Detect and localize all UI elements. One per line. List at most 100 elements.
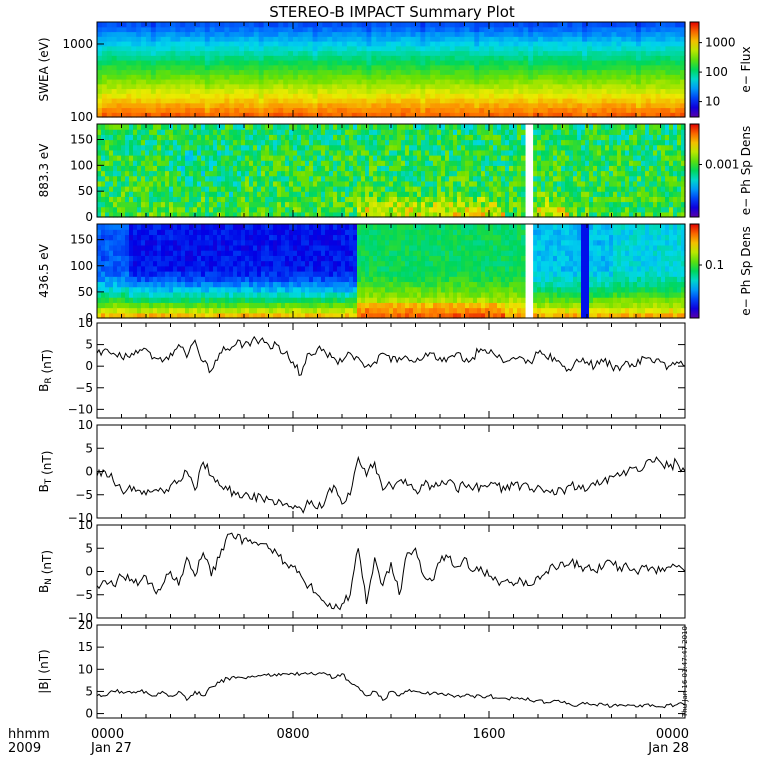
swea-cell [552, 107, 559, 113]
swea-cell [645, 45, 652, 52]
pad883-cell [493, 155, 498, 161]
swea-cell [381, 31, 387, 37]
pad883-cell [161, 180, 166, 187]
swea-cell [660, 88, 666, 94]
pad883-cell [617, 211, 622, 218]
swea-cell [342, 88, 348, 94]
swea-cell [175, 88, 181, 94]
pad883-cell [469, 206, 474, 213]
pad883-cell [169, 180, 174, 187]
swea-cell [518, 93, 524, 99]
swea-cell [489, 102, 495, 109]
swea-cell [136, 60, 142, 66]
pad883-cell [217, 134, 222, 141]
swea-cell [582, 112, 588, 118]
swea-cell [180, 22, 186, 28]
swea-cell [591, 55, 598, 61]
swea-cell [185, 79, 191, 85]
pad883-cell [477, 191, 482, 197]
swea-cell [297, 102, 304, 109]
swea-cell [224, 93, 230, 99]
swea-cell [640, 60, 647, 66]
pad883-cell [337, 155, 342, 161]
pad883-cell [201, 206, 206, 213]
pad883-cell [445, 149, 450, 156]
swea-cell [322, 88, 328, 94]
pad883-cell [121, 139, 126, 146]
pad883-cell [149, 180, 154, 187]
swea-cell [121, 83, 127, 90]
swea-cell [346, 79, 353, 85]
swea-cell [381, 79, 387, 85]
swea-cell [562, 83, 568, 90]
pad883-cell [197, 134, 202, 141]
swea-cell [288, 31, 294, 37]
swea-cell [278, 26, 284, 33]
swea-cell [601, 88, 608, 94]
pad883-cell [369, 149, 374, 156]
pad883-cell [365, 134, 370, 141]
swea-cell [503, 88, 510, 94]
pad883-cell [113, 160, 118, 166]
swea-cell [121, 69, 127, 75]
swea-cell [611, 93, 617, 99]
pad883-cell [225, 129, 230, 135]
pad883-cell [457, 155, 462, 161]
swea-cell [116, 36, 123, 42]
pad883-cell [433, 191, 438, 197]
pad883-cell [321, 170, 326, 177]
pad883-cell [337, 206, 342, 213]
swea-cell [195, 64, 201, 71]
swea-cell [361, 60, 368, 66]
pad883-cell [593, 155, 598, 161]
swea-cell [655, 22, 662, 28]
pad883-cell [601, 186, 606, 192]
swea-cell [474, 107, 480, 113]
swea-cell [508, 31, 515, 37]
pad883-cell [161, 186, 166, 192]
pad883-cell [429, 139, 434, 146]
swea-cell [263, 107, 270, 113]
pad883-cell [329, 124, 334, 130]
pad883-cell [385, 196, 390, 203]
pad883-cell [205, 175, 210, 182]
swea-cell [263, 69, 270, 75]
swea-cell [97, 98, 103, 104]
swea-cell [636, 26, 642, 33]
pad883-cell [441, 129, 446, 135]
swea-cell [371, 31, 377, 37]
pad883-cell [633, 129, 638, 135]
pad883-cell [293, 124, 298, 130]
pad883-cell [141, 211, 146, 218]
pad883-cell [629, 155, 634, 161]
pad883-cell [581, 160, 586, 166]
pad883-cell [653, 186, 658, 192]
swea-cell [557, 60, 564, 66]
swea-cell [204, 50, 211, 56]
swea-cell [175, 60, 181, 66]
swea-cell [141, 112, 147, 118]
pad883-cell [333, 129, 338, 135]
pad883-cell [425, 155, 430, 161]
pad883-cell [477, 211, 482, 218]
swea-cell [582, 45, 588, 52]
pad883-cell [393, 206, 398, 213]
swea-cell [606, 45, 613, 52]
swea-cell [302, 88, 309, 94]
swea-cell [391, 55, 397, 61]
pad883-cell [133, 144, 138, 151]
pad883-cell [201, 180, 206, 187]
swea-cell [356, 45, 363, 52]
swea-cell [410, 36, 417, 42]
pad883-cell [221, 211, 226, 218]
swea-cell [219, 107, 225, 113]
pad883-cell [609, 134, 614, 141]
swea-cell [498, 83, 505, 90]
pad883-cell [253, 124, 258, 130]
swea-cell [508, 112, 515, 118]
pad883-cell [545, 129, 550, 135]
swea-cell [376, 36, 382, 42]
pad883-cell [273, 149, 278, 156]
swea-cell [493, 88, 500, 94]
pad883-cell [557, 180, 562, 187]
